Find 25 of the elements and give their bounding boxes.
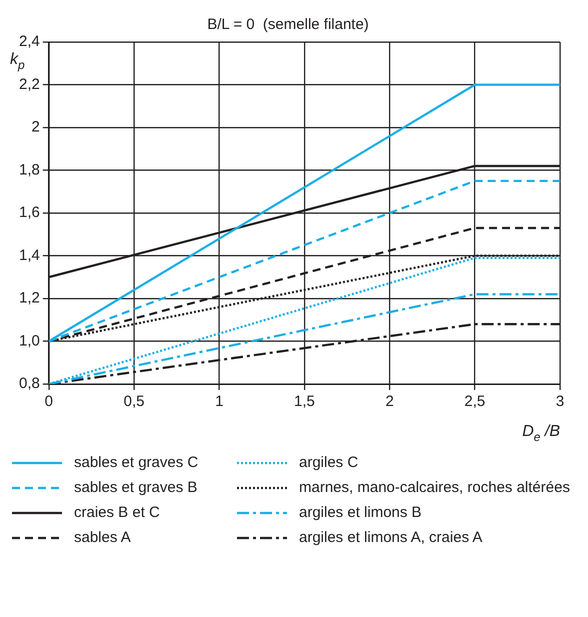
y-tick-label: 1,0 [18, 332, 40, 350]
legend-label: sables A [74, 529, 131, 546]
legend-label: marnes, mano-calcaires, roches altérées [299, 479, 570, 496]
y-tick-label: 2,4 [18, 33, 40, 50]
x-tick-label: 1 [215, 393, 224, 410]
y-tick-label: 1,8 [18, 161, 40, 178]
x-tick-label: 3 [556, 393, 564, 410]
y-tick-label: 1,2 [18, 290, 40, 307]
y-tick-label: 2,2 [18, 76, 40, 93]
x-tick-label: 2,5 [464, 393, 486, 410]
y-tick-label: 1,6 [18, 204, 40, 222]
y-tick-label: 1,4 [18, 246, 40, 264]
legend-label: argiles et limons B [299, 504, 422, 521]
y-tick-label: 0,8 [18, 375, 40, 392]
x-tick-label: 2 [385, 393, 394, 410]
x-tick-label: 0 [44, 393, 54, 410]
y-tick-label: 2 [32, 118, 40, 136]
legend-label: sables et graves B [74, 479, 198, 496]
x-tick-label: 1,5 [294, 393, 315, 410]
legend-label: sables et graves C [74, 454, 198, 471]
x-tick-label: 0,5 [124, 393, 144, 410]
legend-label: argiles C [299, 454, 358, 471]
chart-title: B/L = 0 (semelle filante) [207, 16, 369, 34]
legend-label: argiles et limons A, craies A [299, 529, 482, 546]
legend-label: craies B et C [74, 504, 160, 521]
